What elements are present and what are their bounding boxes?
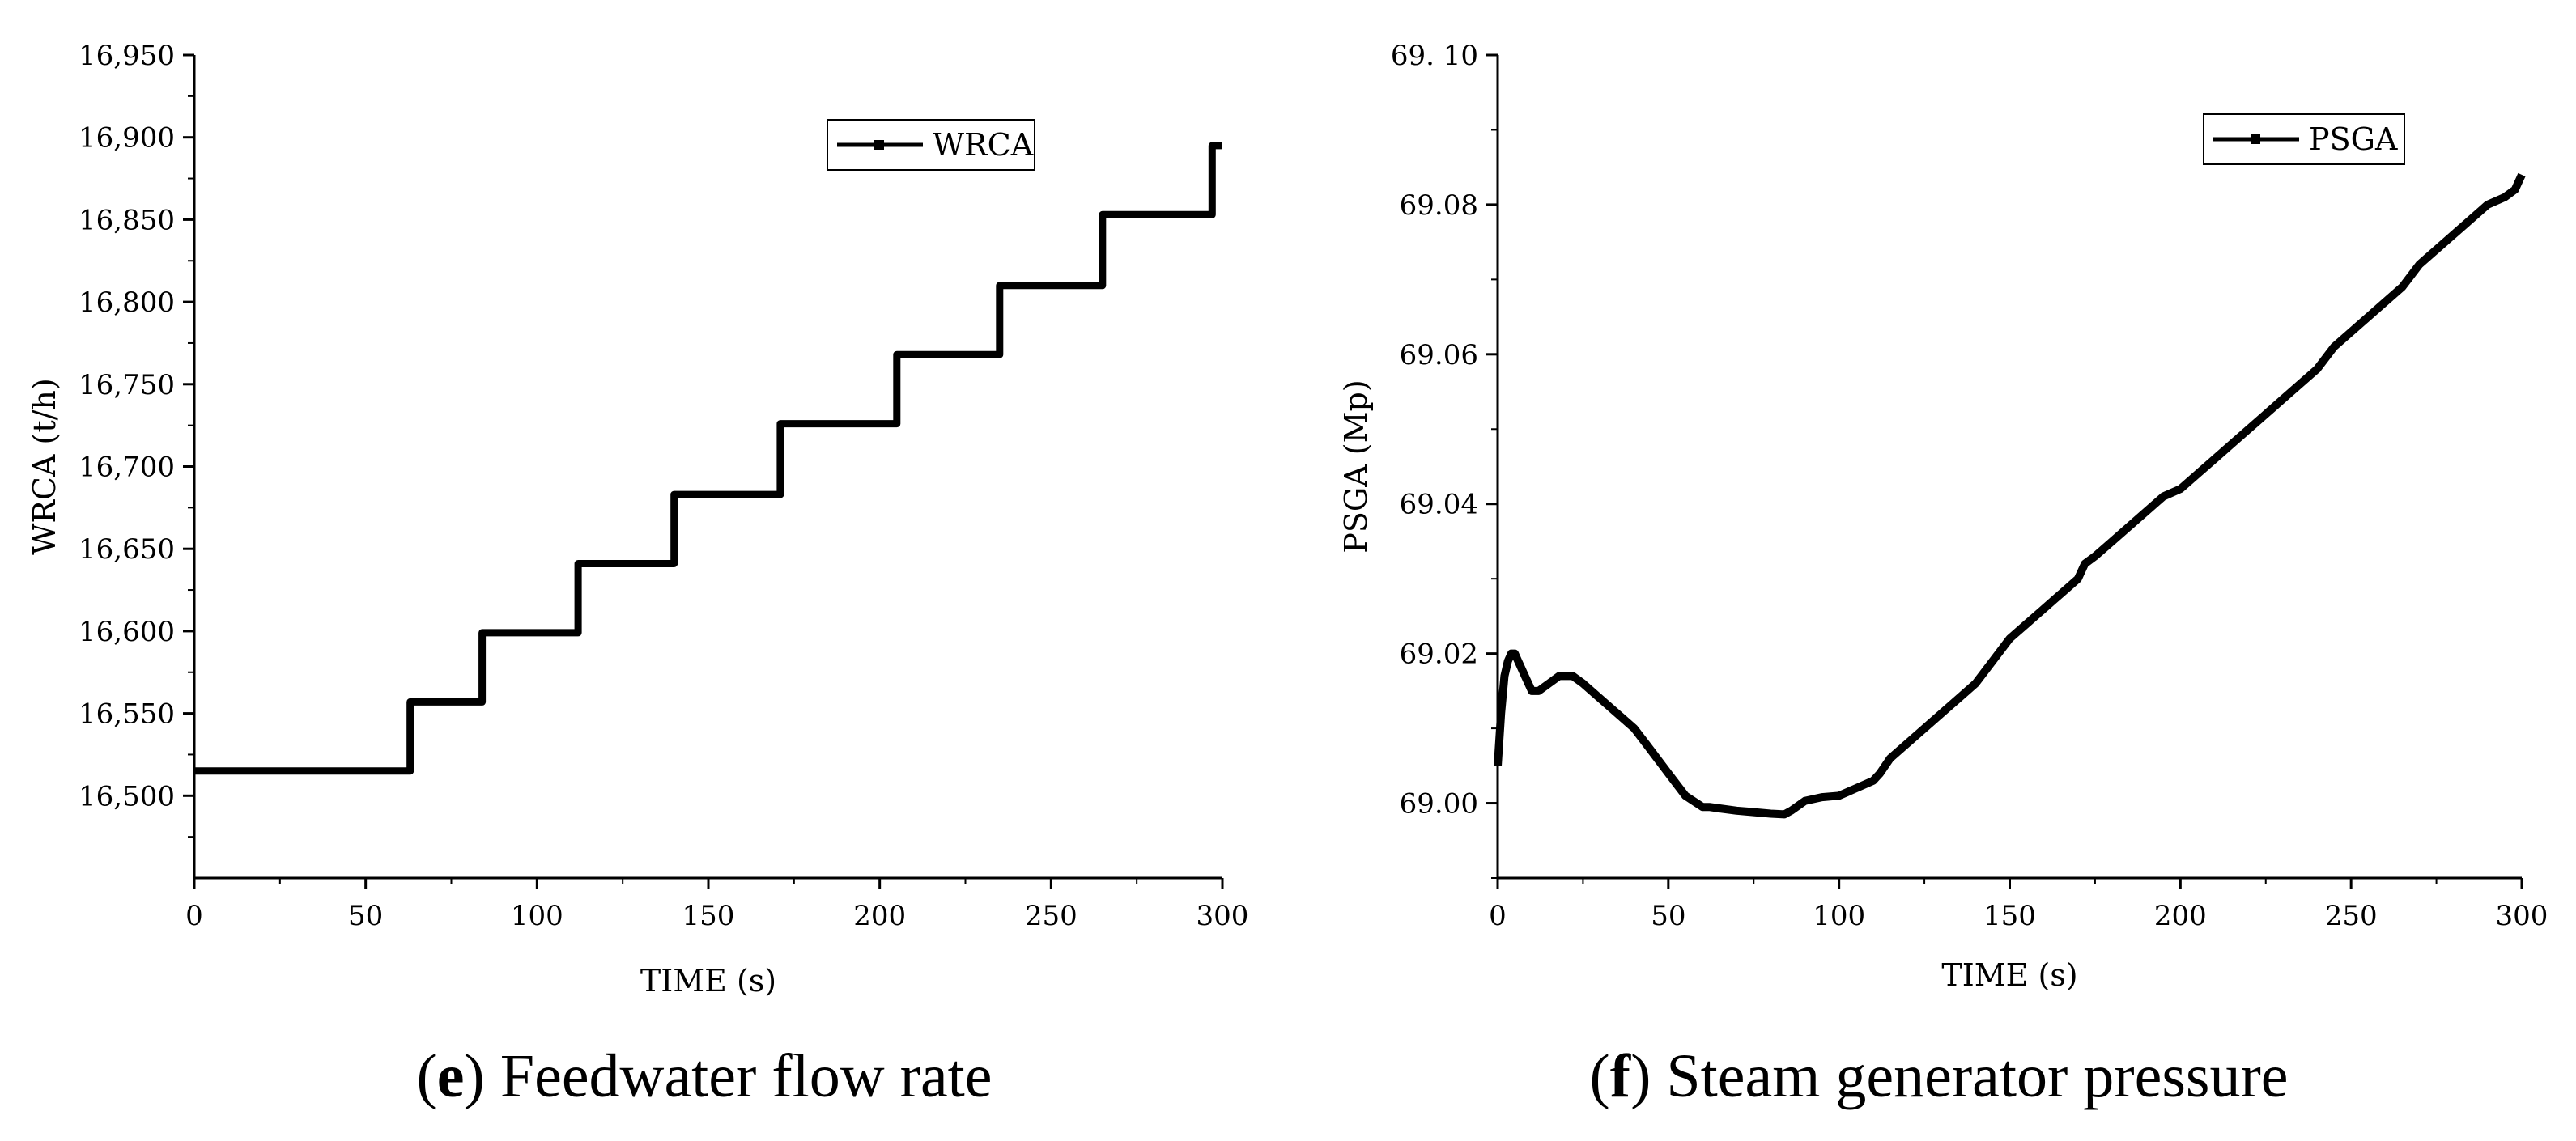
panel-e-y-tick-label: 16,550 xyxy=(79,698,175,731)
panel-f-x-tick-label: 50 xyxy=(1651,900,1685,932)
panel-f-y-tick-label: 69. 10 xyxy=(1391,40,1478,72)
panel-f-caption: (f) Steam generator pressure xyxy=(1589,1042,2288,1110)
panel-e-y-tick-label: 16,850 xyxy=(79,204,175,236)
panel-f-series-line xyxy=(1494,172,2526,819)
panel-f-y-tick-label: 69.06 xyxy=(1400,339,1478,371)
panel-e-chart: 0 50 100 150 200 250 300 16,500 16,550 16,600 16,6… xyxy=(27,40,1248,999)
panel-f-y-tick-label: 69.04 xyxy=(1400,489,1478,521)
panel-f-x-tick-label: 0 xyxy=(1489,900,1507,932)
panel-f-x-tick-label: 150 xyxy=(1983,900,2036,932)
panel-e-x-tick-label: 0 xyxy=(185,900,203,932)
panel-e-y-tick-label: 16,950 xyxy=(79,40,175,72)
panel-e-y-tick-label: 16,500 xyxy=(79,780,175,812)
panel-f-y-tick-label: 69.08 xyxy=(1400,189,1478,222)
panel-e-y-tick-label: 16,750 xyxy=(79,369,175,401)
panel-f-x-tick-label: 250 xyxy=(2325,900,2378,932)
panel-f-x-axis-label: TIME (s) xyxy=(1941,957,2077,993)
panel-e-x-tick-label: 50 xyxy=(348,900,383,932)
panel-e-y-tick-label: 16,900 xyxy=(79,122,175,155)
panel-f-x-tick-label: 200 xyxy=(2154,900,2207,932)
panel-e-y-axis-label: WRCA (t/h) xyxy=(27,378,62,554)
panel-f-y-tick-label: 69.02 xyxy=(1400,638,1478,671)
panel-e-y-tick-label: 16,800 xyxy=(79,286,175,319)
panel-e-caption: (e) Feedwater flow rate xyxy=(416,1042,992,1110)
panel-e-legend-marker xyxy=(874,140,884,150)
panel-e-x-tick-label: 100 xyxy=(511,900,563,932)
panel-e-x-tick-label: 150 xyxy=(682,900,735,932)
panel-e-x-tick-label: 200 xyxy=(853,900,906,932)
panel-e-y-tick-label: 16,650 xyxy=(79,533,175,566)
panel-f-x-tick-label: 100 xyxy=(1813,900,1865,932)
panel-e-legend-label: WRCA xyxy=(933,127,1034,163)
panel-e-x-tick-label: 250 xyxy=(1025,900,1078,932)
panel-f-chart: 0 50 100 150 200 250 300 69.00 69.02 69.04 69.06 69… xyxy=(1338,40,2548,993)
panel-e-y-tick-label: 16,600 xyxy=(79,616,175,648)
panel-f-y-tick-label: 69.00 xyxy=(1400,788,1478,821)
panel-e-x-tick-label: 300 xyxy=(1197,900,1249,932)
panel-f-legend-label: PSGA xyxy=(2309,121,2398,157)
panel-f-legend-marker xyxy=(2251,134,2260,144)
panel-e-x-axis-label: TIME (s) xyxy=(640,963,776,999)
panel-f-y-axis-label: PSGA (Mp) xyxy=(1338,380,1374,553)
panel-e-series-line xyxy=(194,142,1222,775)
panel-e-y-tick-label: 16,700 xyxy=(79,452,175,484)
panel-f-x-tick-label: 300 xyxy=(2496,900,2548,932)
